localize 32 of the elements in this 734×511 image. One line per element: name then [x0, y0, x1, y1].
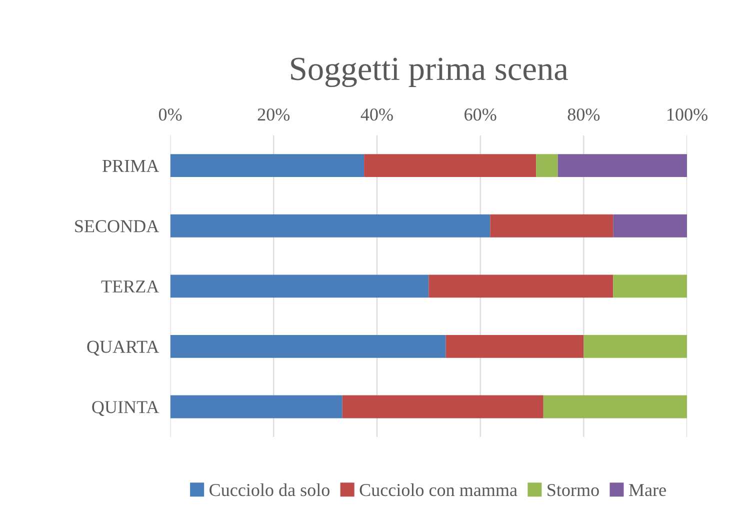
- y-tick-label: PRIMA: [102, 160, 160, 172]
- bar: [490, 214, 614, 238]
- y-tick-label: QUARTA: [87, 340, 160, 356]
- bar: [613, 214, 688, 238]
- legend-label: Cucciolo da solo: [210, 483, 330, 496]
- bar: [584, 335, 688, 358]
- bar: [342, 395, 544, 418]
- bar: [170, 214, 490, 238]
- bar: [543, 395, 688, 418]
- legend-label: Stormo: [548, 484, 599, 496]
- bar: [558, 154, 688, 178]
- x-tick-label: 0%: [158, 108, 182, 121]
- bar: [364, 154, 536, 178]
- bar: [170, 274, 429, 298]
- chart-title: Soggetti prima scena: [291, 58, 568, 88]
- bar: [170, 395, 342, 418]
- y-tick-label: SECONDA: [75, 220, 160, 232]
- x-tick-label: 60%: [464, 108, 496, 121]
- legend-label: Cucciolo con mamma: [360, 483, 518, 496]
- x-tick-label: 40%: [360, 108, 393, 121]
- y-tick-label: QUINTA: [92, 401, 160, 416]
- bar: [536, 154, 558, 178]
- bar: [446, 335, 584, 358]
- bar: [613, 274, 688, 298]
- y-tick-label: TERZA: [101, 280, 160, 292]
- x-tick-label: 20%: [258, 108, 290, 121]
- bar: [170, 154, 364, 178]
- legend-label: Mare: [628, 484, 666, 496]
- bar: [170, 335, 446, 358]
- x-tick-label: 100%: [668, 108, 708, 121]
- x-tick-label: 80%: [568, 108, 600, 121]
- bar: [428, 274, 614, 298]
